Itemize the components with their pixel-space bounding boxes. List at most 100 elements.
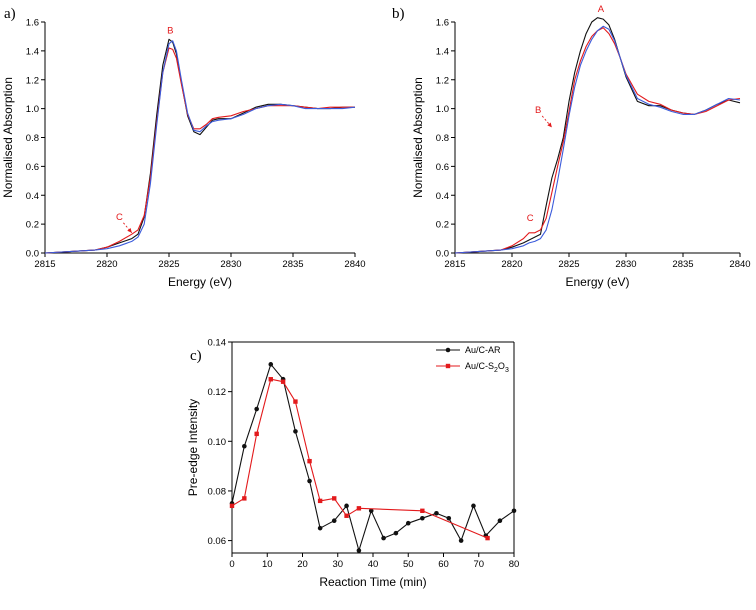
x-tick-label: 80 [509, 559, 520, 570]
y-tick-label: 1.2 [26, 75, 39, 86]
x-axis-title: Energy (eV) [565, 275, 629, 289]
data-point [254, 431, 259, 437]
data-point [420, 515, 425, 521]
data-point [356, 548, 362, 553]
y-tick-label: 0.2 [26, 220, 39, 231]
data-point [344, 513, 349, 518]
data-point [434, 510, 439, 516]
chart-a: 2815 2820 2825 2830 2835 2840 0.0 0.2 0.4 0.6 0.8 1… [1, 18, 366, 290]
x-tick-label: 2835 [672, 259, 693, 270]
y-tick-label: 0.0 [26, 249, 39, 260]
y-tick-label: 0.12 [208, 387, 227, 398]
legend-marker [445, 363, 451, 369]
y-tick-label: 0.2 [436, 220, 449, 231]
legend-marker [445, 347, 451, 353]
annotation-B: B [167, 26, 173, 37]
data-point [471, 503, 476, 509]
y-tick-label: 0.14 [208, 338, 227, 349]
y-tick-label: 1.0 [436, 104, 449, 115]
data-point [307, 478, 312, 484]
series-line-red [44, 47, 355, 254]
y-tick-label: 0.0 [436, 249, 449, 260]
data-point [344, 503, 349, 509]
data-point [317, 498, 323, 504]
series-line-black [454, 17, 741, 254]
data-point [254, 406, 259, 412]
x-tick-label: 50 [403, 559, 414, 570]
y-tick-label: 1.4 [26, 46, 39, 57]
x-tick-label: 10 [262, 559, 273, 570]
data-point [485, 535, 490, 541]
legend-label: Au/C-AR [465, 345, 501, 355]
data-point [368, 508, 374, 514]
data-point [332, 496, 337, 501]
y-axis-title: Normalised Absorption [411, 77, 425, 198]
annotation-C: C [527, 213, 534, 224]
series-line-black [231, 363, 515, 552]
y-axis-title: Pre-edge Intensity [186, 399, 200, 496]
x-axis-title: Reaction Time (min) [319, 575, 426, 589]
y-tick-label: 0.4 [436, 191, 449, 202]
x-tick-label: 2840 [344, 259, 365, 270]
series-line-black [44, 38, 355, 254]
data-point [317, 525, 323, 531]
x-tick-label: 0 [229, 559, 234, 570]
series-line-red [231, 378, 488, 539]
annotation-B: B [535, 105, 541, 116]
y-tick-label: 0.6 [26, 162, 39, 173]
legend-label: Au/C-S2O3 [465, 361, 509, 374]
x-axis-title: Energy (eV) [168, 275, 232, 289]
data-point [356, 506, 362, 511]
series-line-red [454, 27, 741, 254]
data-point [268, 377, 273, 382]
annotation-arrowhead [127, 227, 132, 233]
series-line-blue [454, 25, 741, 254]
x-tick-label: 2820 [96, 259, 117, 270]
x-tick-label: 2820 [501, 259, 522, 270]
data-point [393, 530, 399, 536]
y-tick-label: 1.0 [26, 104, 39, 115]
x-tick-label: 2825 [158, 259, 179, 270]
data-point [293, 429, 298, 434]
data-point [242, 443, 247, 449]
data-point [268, 362, 274, 367]
y-tick-label: 0.8 [26, 133, 39, 144]
y-tick-label: 0.10 [208, 437, 227, 448]
x-tick-label: 2830 [615, 259, 636, 270]
x-tick-label: 2825 [558, 259, 579, 270]
data-point [229, 503, 235, 509]
x-tick-label: 30 [332, 559, 343, 570]
panel-label-c: c) [190, 348, 202, 364]
y-tick-label: 1.6 [436, 18, 449, 29]
x-tick-label: 2830 [220, 259, 241, 270]
y-tick-label: 0.06 [208, 536, 227, 547]
x-tick-label: 40 [368, 559, 379, 570]
data-point [242, 496, 247, 501]
annotation-A: A [598, 4, 605, 15]
chart-c: 0 10 20 30 40 50 60 70 80 0.06 0.08 0.10 0.12 0.14 Rea… [186, 338, 519, 590]
data-point [405, 520, 411, 526]
annotation-arrowhead [547, 122, 552, 128]
y-tick-label: 1.6 [26, 18, 39, 29]
data-point [497, 518, 503, 524]
data-point [446, 515, 452, 521]
y-tick-label: 0.4 [26, 191, 39, 202]
x-tick-label: 2815 [444, 259, 465, 270]
y-axis-title: Normalised Absorption [1, 77, 15, 198]
data-point [331, 518, 337, 524]
x-tick-label: 2815 [34, 259, 55, 270]
data-point [381, 535, 386, 541]
x-tick-label: 2835 [282, 259, 303, 270]
y-tick-label: 0.8 [436, 133, 449, 144]
y-tick-label: 0.08 [208, 486, 227, 497]
x-tick-label: 70 [473, 559, 484, 570]
data-point [511, 508, 517, 514]
x-tick-label: 20 [297, 559, 308, 570]
y-tick-label: 1.4 [436, 46, 449, 57]
panel-label-a: a) [4, 6, 16, 22]
chart-b: 2815 2820 2825 2830 2835 2840 0.0 0.2 0.4 0.6 0.8 1… [411, 4, 751, 289]
data-point [280, 379, 286, 384]
x-tick-label: 2840 [729, 259, 750, 270]
data-point [307, 458, 312, 464]
